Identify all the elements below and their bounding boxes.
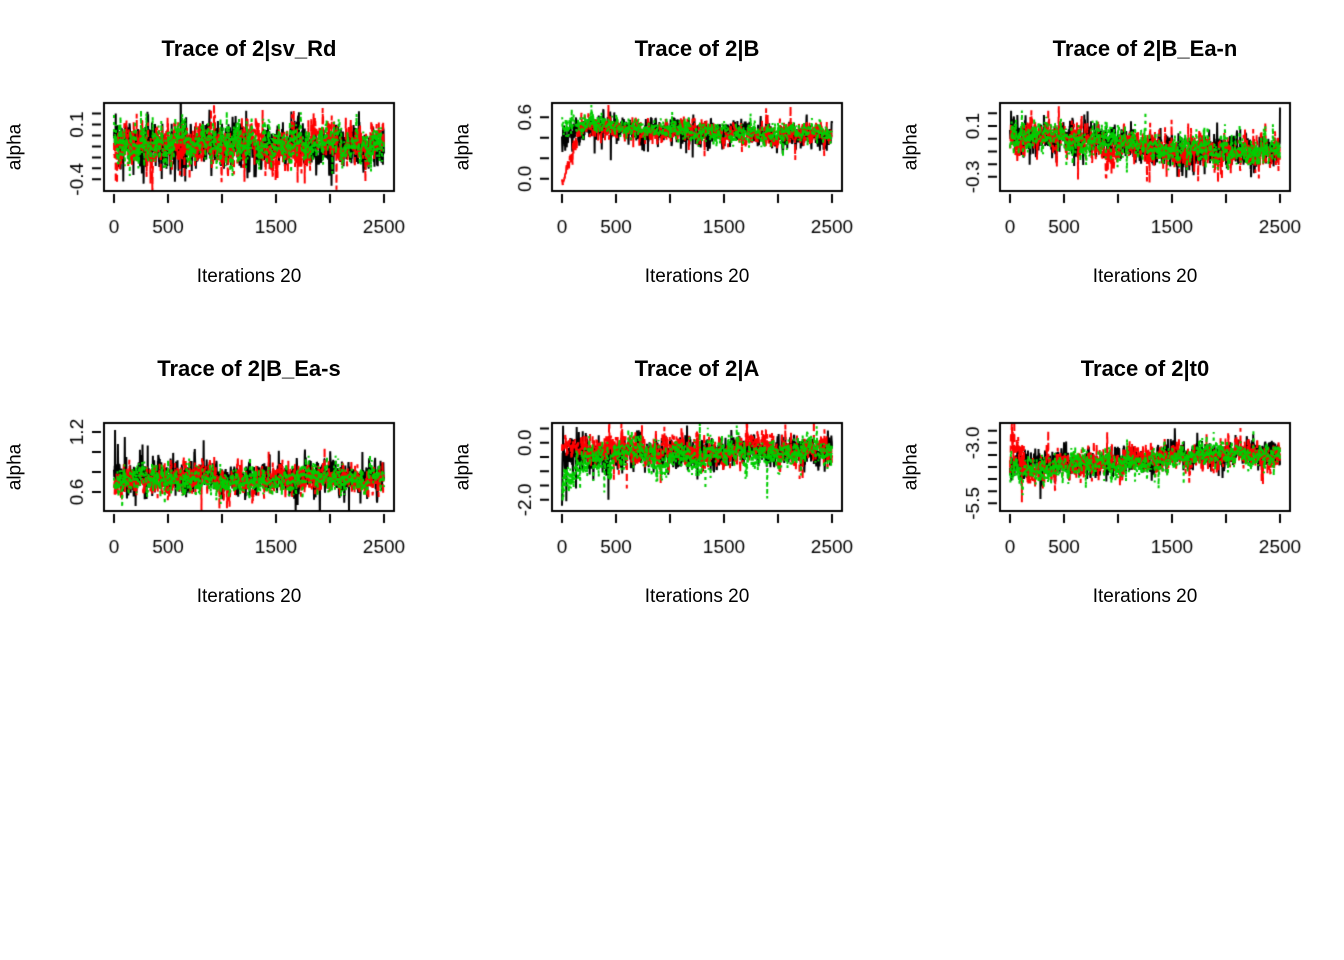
x-axis-label: Iterations 20 — [196, 266, 302, 287]
trace-plot-canvas — [448, 320, 896, 640]
trace-plot-canvas — [448, 0, 896, 320]
trace-plot-canvas — [896, 0, 1344, 320]
trace-plot-canvas — [896, 320, 1344, 640]
trace-panel-t0: Trace of 2|t0 alpha Iterations 20 — [896, 320, 1344, 640]
x-axis-label: Iterations 20 — [1092, 266, 1198, 287]
trace-panel-b-ea-n: Trace of 2|B_Ea-n alpha Iterations 20 — [896, 0, 1344, 320]
x-axis-label: Iterations 20 — [644, 266, 750, 287]
trace-panel-sv-rd: Trace of 2|sv_Rd alpha Iterations 20 — [0, 0, 448, 320]
x-axis-label: Iterations 20 — [1092, 586, 1198, 607]
trace-panel-b-ea-s: Trace of 2|B_Ea-s alpha Iterations 20 — [0, 320, 448, 640]
trace-plot-canvas — [0, 320, 448, 640]
trace-plot-canvas — [0, 0, 448, 320]
x-axis-label: Iterations 20 — [644, 586, 750, 607]
x-axis-label: Iterations 20 — [196, 586, 302, 607]
trace-panel-a: Trace of 2|A alpha Iterations 20 — [448, 320, 896, 640]
trace-panel-b: Trace of 2|B alpha Iterations 20 — [448, 0, 896, 320]
